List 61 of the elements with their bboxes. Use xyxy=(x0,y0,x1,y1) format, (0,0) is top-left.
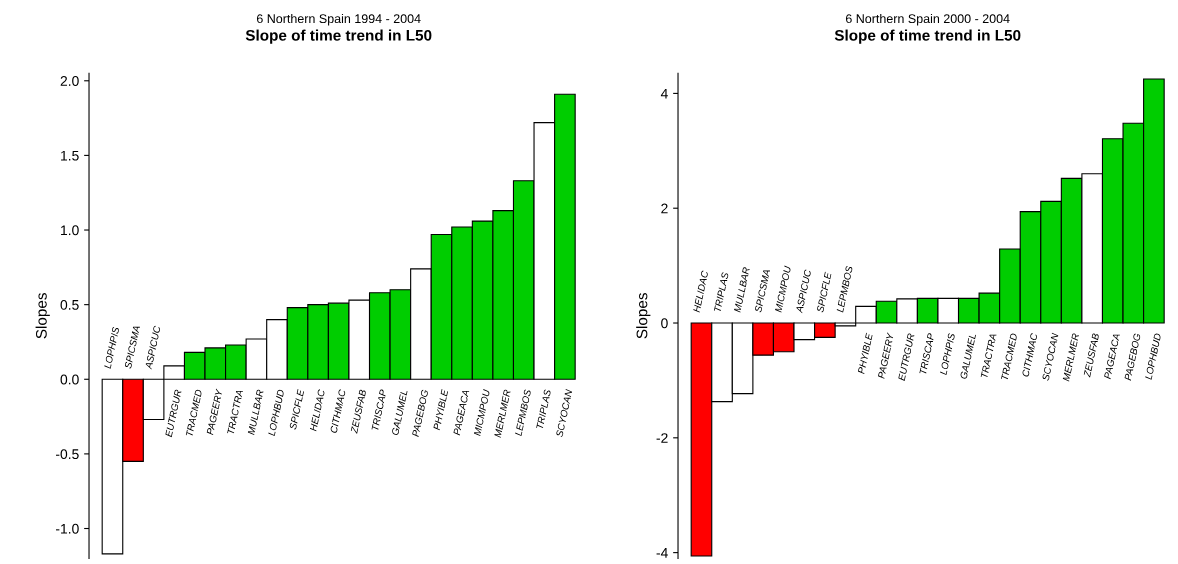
x-tick-label: GALUMEL xyxy=(959,333,977,380)
x-tick-label: TRIPLAS xyxy=(713,271,729,313)
x-tick-label: PHYIBLE xyxy=(857,332,873,375)
x-tick-label: MICMPOU xyxy=(774,265,792,313)
chart-title: 6 Northern Spain 2000 - 2004 xyxy=(845,13,1010,26)
x-tick-label: TRACMED xyxy=(1000,333,1018,381)
x-tick-label: SPICFLE xyxy=(289,388,305,430)
x-tick-label: ASPICUC xyxy=(144,325,161,370)
x-tick-label: PAGEERY xyxy=(877,332,894,379)
y-tick-label: -1.0 xyxy=(55,523,79,534)
y-tick-label: 0 xyxy=(661,318,668,329)
y-tick-label: 1.0 xyxy=(61,225,79,236)
x-tick-label: LOPHPIS xyxy=(939,332,956,376)
x-tick-label: LOPHPIS xyxy=(103,326,120,369)
chart-subtitle: Slope of time trend in L50 xyxy=(245,29,432,44)
x-tick-label: HELIDAC xyxy=(692,270,709,313)
x-tick-label: PAGEACA xyxy=(1103,333,1121,380)
x-tick-label: TRACTRA xyxy=(227,389,244,435)
x-tick-label: ASPICUC xyxy=(795,269,812,314)
x-tick-label: SPICSMA xyxy=(754,269,771,313)
x-tick-label: SCYOCAN xyxy=(1041,332,1059,381)
x-tick-label: PHYIBLE xyxy=(433,388,449,431)
y-tick-label: 2 xyxy=(661,203,668,214)
x-tick-label: SPICSMA xyxy=(124,325,141,369)
x-tick-label: CITHMAC xyxy=(1021,332,1038,377)
y-tick-label: -2 xyxy=(656,433,668,443)
x-tick-label: TRACTRA xyxy=(980,333,997,379)
x-tick-label: LEPMBOS xyxy=(836,265,853,313)
x-tick-label: HELIDAC xyxy=(309,388,326,432)
y-axis-title: Slopes xyxy=(35,293,50,339)
x-tick-label: MICMPOU xyxy=(473,388,491,437)
x-tick-label: LOPHBUD xyxy=(1144,333,1162,380)
x-tick-label: TRACMED xyxy=(185,389,203,437)
x-tick-label: LOPHBUD xyxy=(267,389,285,437)
chart-subtitle: Slope of time trend in L50 xyxy=(834,29,1021,44)
x-tick-label: TRIPLAS xyxy=(536,389,552,430)
x-tick-label: GALUMEL xyxy=(391,389,408,436)
chart-title: 6 Northern Spain 1994 - 2004 xyxy=(256,13,421,26)
x-tick-label: PAGEBOG xyxy=(411,389,429,438)
x-tick-label: PAGEBOG xyxy=(1124,333,1141,381)
x-tick-label: PAGEACA xyxy=(453,389,470,436)
x-tick-label: PAGEERY xyxy=(206,388,223,436)
y-tick-label: 2.0 xyxy=(60,76,79,86)
x-tick-label: MULLBAR xyxy=(733,266,750,313)
y-tick-label: -4 xyxy=(656,548,668,558)
x-tick-label: CITHMAC xyxy=(330,388,346,434)
y-tick-label: 1.5 xyxy=(61,150,79,161)
x-tick-label: TRISCAP xyxy=(919,332,935,375)
y-axis-title: Slopes xyxy=(636,293,651,339)
x-tick-label: SCYOCAN xyxy=(555,389,573,438)
x-tick-label: MERLMER xyxy=(1062,333,1080,382)
x-tick-label: SPICFLE xyxy=(816,271,832,313)
x-tick-label: MULLBAR xyxy=(247,389,264,436)
y-tick-label: 0.0 xyxy=(60,374,79,385)
x-tick-label: TRISCAP xyxy=(371,389,387,431)
y-tick-label: -0.5 xyxy=(55,449,79,460)
y-tick-label: 0.5 xyxy=(60,299,79,310)
x-tick-label: ZEUSFAB xyxy=(1083,333,1100,378)
x-tick-label: LEPMBOS xyxy=(514,389,532,437)
x-tick-label: ZEUSFAB xyxy=(350,389,367,434)
y-tick-label: 4 xyxy=(660,88,668,99)
